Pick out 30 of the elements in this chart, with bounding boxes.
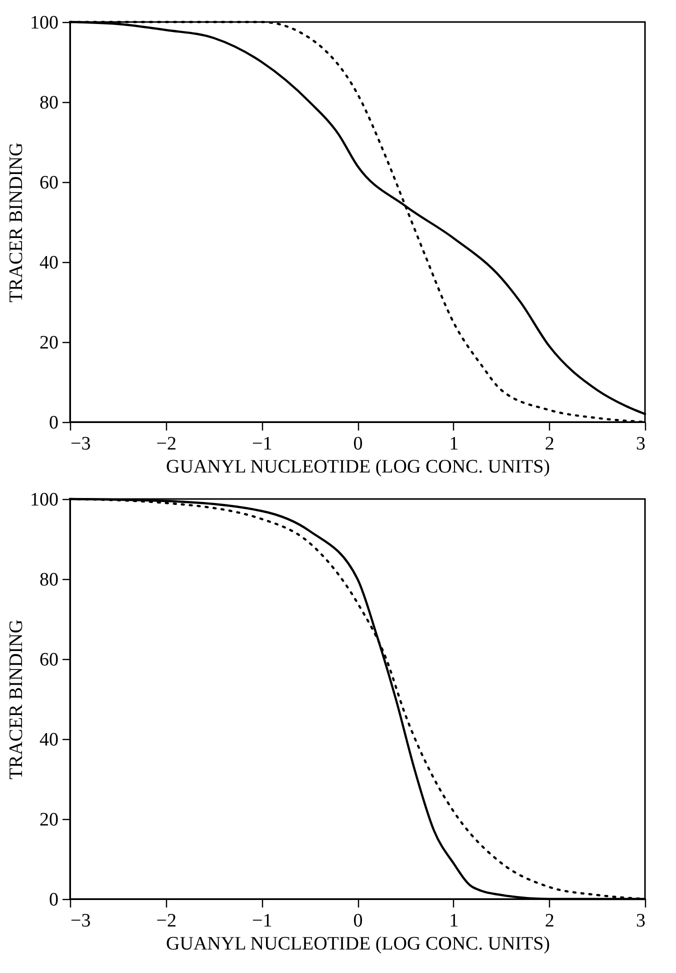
x-tick-label: 3 bbox=[636, 434, 646, 454]
x-tick-label: 1 bbox=[449, 434, 459, 454]
x-tick-label: 2 bbox=[544, 434, 554, 454]
y-tick-label: 20 bbox=[40, 332, 58, 354]
y-tick-label: 80 bbox=[40, 92, 58, 114]
y-tick-label: 80 bbox=[40, 570, 58, 590]
y-tick-label: 100 bbox=[30, 490, 58, 510]
x-tick-label: −2 bbox=[156, 434, 176, 454]
x-axis-title: GUANYL NUCLEOTIDE (LOG CONC. UNITS) bbox=[166, 456, 550, 478]
y-tick-label: 0 bbox=[49, 890, 58, 910]
y-axis-title: TRACER BINDING bbox=[6, 619, 27, 780]
x-tick-label: −1 bbox=[252, 434, 272, 454]
x-tick-label: −1 bbox=[252, 910, 272, 932]
x-tick-label: 0 bbox=[353, 910, 363, 932]
x-tick-label: −3 bbox=[70, 910, 91, 932]
x-tick-label: 1 bbox=[449, 910, 459, 932]
y-tick-label: 0 bbox=[49, 412, 58, 434]
y-tick-label: 20 bbox=[40, 810, 58, 830]
y-tick-label: 100 bbox=[30, 12, 58, 34]
x-axis-title: GUANYL NUCLEOTIDE (LOG CONC. UNITS) bbox=[166, 934, 550, 954]
y-tick-label: 40 bbox=[40, 252, 58, 274]
x-tick-label: 3 bbox=[636, 910, 646, 932]
y-tick-label: 60 bbox=[40, 172, 58, 194]
x-tick-label: −2 bbox=[156, 910, 176, 932]
x-tick-label: −3 bbox=[70, 434, 91, 454]
y-tick-label: 60 bbox=[40, 650, 58, 670]
x-tick-label: 0 bbox=[353, 434, 363, 454]
y-tick-label: 40 bbox=[40, 730, 58, 750]
y-axis-title: TRACER BINDING bbox=[6, 142, 27, 302]
x-tick-label: 2 bbox=[544, 910, 554, 932]
